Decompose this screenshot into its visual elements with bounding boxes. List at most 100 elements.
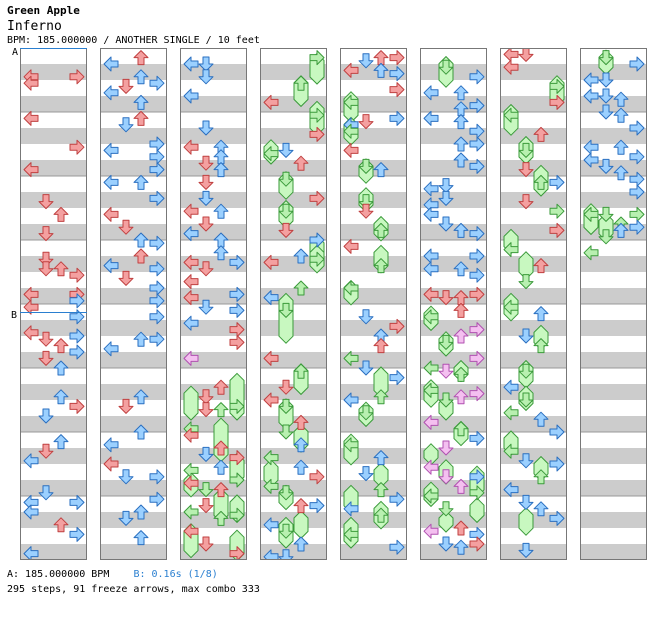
- step-arrow-right: [69, 309, 85, 325]
- step-arrow-right: [149, 190, 165, 206]
- step-arrow-left: [423, 459, 439, 475]
- step-arrow-up: [133, 232, 149, 248]
- step-arrow-up: [53, 517, 69, 533]
- step-arrow-up: [133, 530, 149, 546]
- step-arrow-left: [103, 56, 119, 72]
- stripe: [101, 544, 166, 560]
- step-arrow-right: [629, 184, 645, 200]
- chart-column-6: [420, 48, 487, 560]
- step-arrow-down: [438, 178, 454, 194]
- marker-b: B: [11, 310, 18, 321]
- step-arrow-up: [453, 136, 469, 152]
- step-arrow-down: [598, 88, 614, 104]
- step-arrow-up: [53, 434, 69, 450]
- step-arrow-right: [469, 136, 485, 152]
- song-title: Green Apple: [7, 4, 80, 17]
- stripe: [21, 416, 86, 432]
- stripe: [101, 384, 166, 400]
- step-arrow-left: [423, 488, 439, 504]
- bpm-a-label: A: 185.000000 BPM: [7, 569, 110, 580]
- step-arrow-left: [183, 504, 199, 520]
- step-arrow-left: [103, 437, 119, 453]
- chart-column-2: [100, 48, 167, 560]
- chart-column-1: [20, 48, 87, 560]
- step-arrow-down: [198, 69, 214, 85]
- stripe: [101, 448, 166, 464]
- step-arrow-up: [293, 248, 309, 264]
- step-arrow-left: [183, 254, 199, 270]
- step-arrow-up: [533, 126, 549, 142]
- step-arrow-down: [38, 194, 54, 210]
- step-arrow-left: [183, 523, 199, 539]
- step-arrow-down: [198, 155, 214, 171]
- stripe: [261, 416, 326, 432]
- step-arrow-down: [518, 392, 534, 408]
- step-arrow-left: [423, 523, 439, 539]
- step-arrow-up: [373, 482, 389, 498]
- step-arrow-left: [503, 107, 519, 123]
- stripe: [501, 192, 566, 208]
- stripe: [101, 480, 166, 496]
- step-arrow-left: [263, 254, 279, 270]
- step-arrow-down: [358, 360, 374, 376]
- step-arrow-up: [293, 437, 309, 453]
- step-arrow-up: [213, 440, 229, 456]
- step-arrow-right: [469, 322, 485, 338]
- step-arrow-up: [453, 366, 469, 382]
- stripe: [261, 224, 326, 240]
- step-arrow-right: [469, 536, 485, 552]
- step-arrow-left: [343, 280, 359, 296]
- freeze-arrow: [278, 292, 294, 344]
- step-arrow-right: [469, 350, 485, 366]
- stripe: [421, 544, 486, 560]
- chart-column-4: [260, 48, 327, 560]
- step-arrow-left: [183, 139, 199, 155]
- step-arrow-up: [453, 261, 469, 277]
- step-arrow-right: [629, 149, 645, 165]
- step-arrow-down: [518, 328, 534, 344]
- step-arrow-down: [118, 117, 134, 133]
- step-arrow-left: [503, 299, 519, 315]
- step-arrow-up: [213, 245, 229, 261]
- step-arrow-down: [518, 363, 534, 379]
- step-arrow-up: [453, 520, 469, 536]
- step-arrow-right: [389, 491, 405, 507]
- stripe: [21, 512, 86, 528]
- step-arrow-down: [38, 261, 54, 277]
- step-arrow-left: [423, 309, 439, 325]
- step-arrow-right: [309, 126, 325, 142]
- stripe: [581, 320, 646, 336]
- step-arrow-up: [453, 389, 469, 405]
- stripe: [101, 224, 166, 240]
- step-arrow-down: [278, 523, 294, 539]
- step-arrow-down: [518, 453, 534, 469]
- step-arrow-down: [38, 331, 54, 347]
- step-arrow-left: [183, 226, 199, 242]
- step-arrow-down: [198, 299, 214, 315]
- step-arrow-up: [373, 450, 389, 466]
- step-arrow-left: [103, 456, 119, 472]
- stripe: [21, 192, 86, 208]
- step-arrow-right: [389, 370, 405, 386]
- step-arrow-right: [629, 219, 645, 235]
- step-arrow-right: [69, 139, 85, 155]
- step-arrow-up: [293, 498, 309, 514]
- step-arrow-right: [149, 491, 165, 507]
- chart-column-8: [580, 48, 647, 560]
- step-arrow-left: [103, 142, 119, 158]
- step-arrow-left: [423, 414, 439, 430]
- step-arrow-left: [103, 341, 119, 357]
- step-arrow-left: [183, 88, 199, 104]
- step-arrow-up: [533, 411, 549, 427]
- step-arrow-up: [293, 459, 309, 475]
- chart-column-7: [500, 48, 567, 560]
- step-arrow-up: [133, 50, 149, 66]
- step-arrow-down: [518, 142, 534, 158]
- step-arrow-down: [358, 53, 374, 69]
- step-arrow-right: [549, 424, 565, 440]
- stripe: [181, 64, 246, 80]
- step-arrow-right: [309, 107, 325, 123]
- step-arrow-up: [133, 504, 149, 520]
- step-arrow-left: [23, 299, 39, 315]
- freeze-arrow: [518, 251, 534, 280]
